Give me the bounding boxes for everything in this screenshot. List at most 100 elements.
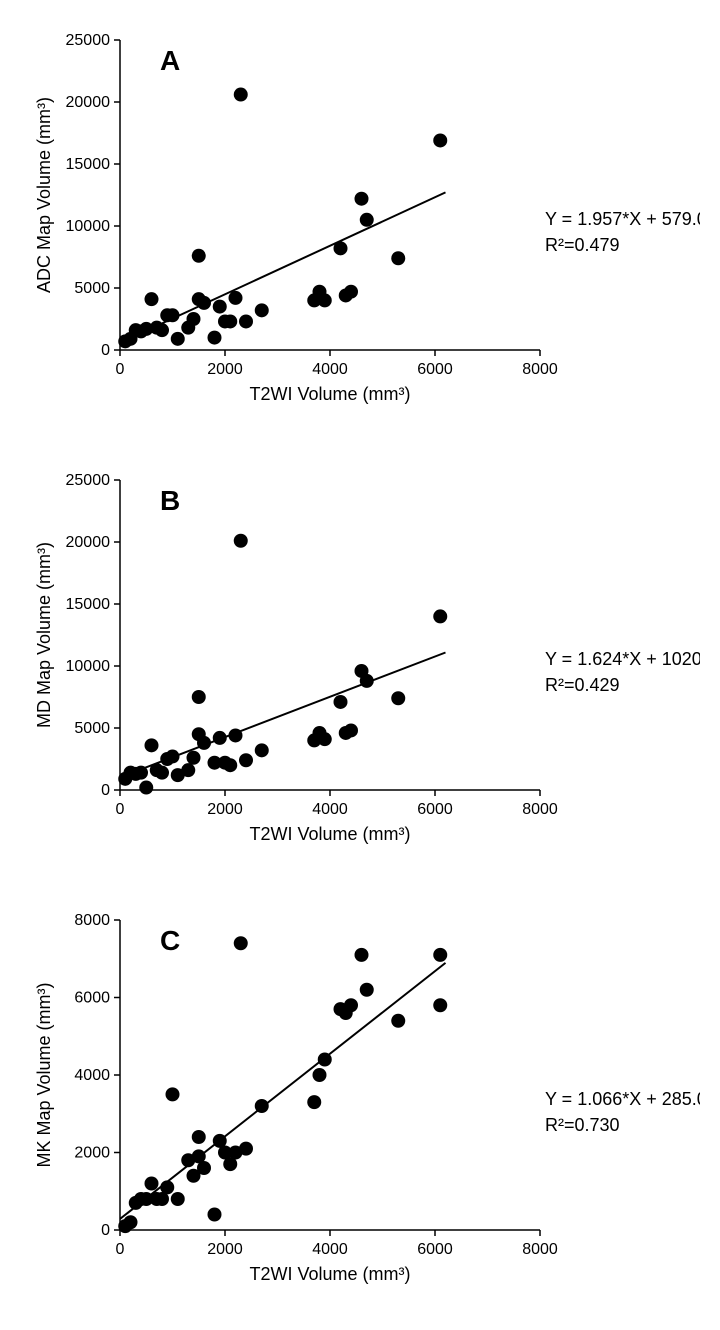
- regression-equation: Y = 1.957*X + 579.0: [545, 209, 700, 229]
- data-point: [197, 1161, 211, 1175]
- data-point: [155, 766, 169, 780]
- x-tick-label: 4000: [312, 361, 348, 378]
- x-tick-label: 0: [116, 801, 125, 818]
- data-point: [124, 1215, 138, 1229]
- data-point: [181, 763, 195, 777]
- x-tick-label: 2000: [207, 1241, 243, 1258]
- x-tick-label: 4000: [312, 801, 348, 818]
- panel-label: A: [160, 45, 180, 76]
- data-point: [334, 695, 348, 709]
- y-tick-label: 10000: [66, 658, 111, 675]
- y-tick-label: 0: [101, 342, 110, 359]
- data-point: [355, 192, 369, 206]
- panel-label: C: [160, 925, 180, 956]
- data-point: [255, 743, 269, 757]
- data-point: [160, 1180, 174, 1194]
- data-point: [171, 332, 185, 346]
- regression-equation: Y = 1.624*X + 1020: [545, 649, 700, 669]
- data-point: [145, 1177, 159, 1191]
- data-point: [166, 1087, 180, 1101]
- y-axis-label: MD Map Volume (mm³): [34, 542, 54, 728]
- data-point: [208, 1208, 222, 1222]
- x-tick-label: 2000: [207, 361, 243, 378]
- data-point: [355, 948, 369, 962]
- data-point: [344, 723, 358, 737]
- data-point: [307, 1095, 321, 1109]
- y-axis-label: MK Map Volume (mm³): [34, 982, 54, 1167]
- data-point: [433, 948, 447, 962]
- data-point: [255, 1099, 269, 1113]
- data-point: [360, 674, 374, 688]
- y-tick-label: 8000: [74, 912, 110, 929]
- x-tick-label: 6000: [417, 1241, 453, 1258]
- y-tick-label: 2000: [74, 1145, 110, 1162]
- y-tick-label: 25000: [66, 32, 111, 49]
- data-point: [234, 88, 248, 102]
- x-axis-label: T2WI Volume (mm³): [249, 384, 410, 404]
- data-point: [344, 285, 358, 299]
- data-point: [344, 998, 358, 1012]
- x-tick-label: 6000: [417, 361, 453, 378]
- y-tick-label: 25000: [66, 472, 111, 489]
- data-point: [318, 1053, 332, 1067]
- data-point: [166, 750, 180, 764]
- data-point: [334, 241, 348, 255]
- y-axis-label: ADC Map Volume (mm³): [34, 97, 54, 293]
- x-tick-label: 4000: [312, 1241, 348, 1258]
- data-point: [171, 1192, 185, 1206]
- panel-a: 0200040006000800005000100001500020000250…: [20, 20, 700, 430]
- data-point: [229, 728, 243, 742]
- data-point: [229, 291, 243, 305]
- data-point: [255, 303, 269, 317]
- x-axis-label: T2WI Volume (mm³): [249, 1264, 410, 1284]
- data-point: [192, 1130, 206, 1144]
- data-point: [213, 300, 227, 314]
- data-point: [433, 133, 447, 147]
- data-point: [239, 753, 253, 767]
- panel-c: 0200040006000800002000400060008000T2WI V…: [20, 900, 700, 1310]
- data-point: [391, 1014, 405, 1028]
- data-point: [360, 213, 374, 227]
- y-tick-label: 0: [101, 782, 110, 799]
- data-point: [145, 292, 159, 306]
- data-point: [155, 323, 169, 337]
- data-point: [192, 690, 206, 704]
- data-point: [433, 609, 447, 623]
- data-point: [192, 249, 206, 263]
- y-tick-label: 4000: [74, 1067, 110, 1084]
- x-tick-label: 8000: [522, 801, 558, 818]
- x-tick-label: 6000: [417, 801, 453, 818]
- r-squared-label: R²=0.479: [545, 235, 620, 255]
- y-tick-label: 6000: [74, 990, 110, 1007]
- data-point: [234, 534, 248, 548]
- data-point: [187, 312, 201, 326]
- data-point: [166, 308, 180, 322]
- panel-b: 0200040006000800005000100001500020000250…: [20, 460, 700, 870]
- data-point: [239, 314, 253, 328]
- data-point: [187, 751, 201, 765]
- data-point: [234, 936, 248, 950]
- x-tick-label: 8000: [522, 361, 558, 378]
- regression-equation: Y = 1.066*X + 285.0: [545, 1089, 700, 1109]
- x-axis-label: T2WI Volume (mm³): [249, 824, 410, 844]
- data-point: [197, 296, 211, 310]
- y-tick-label: 5000: [74, 720, 110, 737]
- data-point: [360, 983, 374, 997]
- data-point: [213, 731, 227, 745]
- data-point: [391, 251, 405, 265]
- y-tick-label: 15000: [66, 596, 111, 613]
- y-tick-label: 10000: [66, 218, 111, 235]
- y-tick-label: 0: [101, 1222, 110, 1239]
- data-point: [197, 736, 211, 750]
- data-point: [318, 732, 332, 746]
- x-tick-label: 0: [116, 1241, 125, 1258]
- y-tick-label: 5000: [74, 280, 110, 297]
- data-point: [313, 1068, 327, 1082]
- x-tick-label: 0: [116, 361, 125, 378]
- data-point: [318, 293, 332, 307]
- data-point: [139, 781, 153, 795]
- y-tick-label: 20000: [66, 534, 111, 551]
- data-point: [134, 766, 148, 780]
- data-point: [208, 331, 222, 345]
- data-point: [145, 738, 159, 752]
